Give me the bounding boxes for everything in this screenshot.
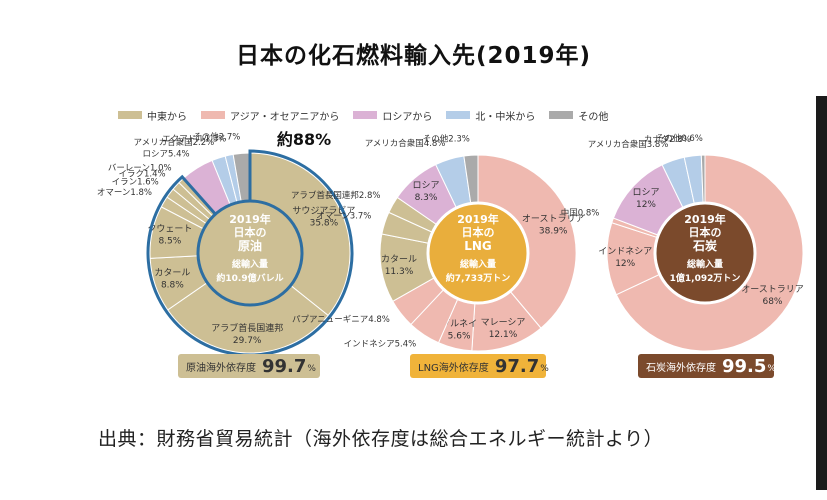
slice-label: イラク1.4% [118,169,165,179]
legend: 中東から アジア・オセアニアから ロシアから 北・中米から その他 [118,108,608,123]
slice-label: アラブ首長国連邦2.8% [291,190,381,201]
slice-label: その他2.7% [193,131,240,142]
slice-value: 12.1% [489,330,518,340]
legend-label: ロシアから [382,111,433,123]
dependency-unit: % [307,363,316,374]
center-text: 2019年 [684,212,726,226]
legend-label: 中東から [147,111,187,123]
slice-label: ロシア [632,188,659,198]
slice-label: クウェート [147,224,192,235]
center-text: 総輸入量 [687,258,723,270]
dependency-unit: % [767,363,776,374]
slice-label: ブルネイ [441,318,477,330]
dependency-badge: 原油海外依存度 99.7% [178,354,320,378]
legend-swatch [549,111,574,119]
dependency-badge: 石炭海外依存度 99.5% [638,354,776,378]
dependency-label: 石炭海外依存度 [646,362,716,374]
legend-swatch [118,111,142,119]
legend-label: アジア・オセアニアから [230,111,340,123]
slice-label: バーレーン1.0% [108,163,172,173]
chart-title: 日本の化石燃料輸入先(2019年) [235,43,592,69]
slice-label: サウジアラビア [292,206,355,217]
slice-label: オマーン1.8% [97,188,152,198]
slice-label: パプアニューギニア4.8% [292,315,390,325]
slice-label: ロシア [412,181,439,191]
legend-swatch [201,111,225,119]
legend-item: アジア・オセアニアから [201,108,339,123]
dependency-value: 97.7 [494,355,540,377]
slice-label: アメリカ合衆国2.2% [134,137,215,148]
slice-label: カナダ2.8% [644,134,691,145]
slice-label: ロシア5.4% [142,149,189,159]
slice-label: アラブ首長国連邦 [211,322,283,334]
center-text: 日本の [689,225,722,239]
slice-value: 8.5% [158,237,181,247]
center-text: LNG [464,239,492,253]
center-text: 2019年 [229,212,271,226]
center-text: 日本の [462,225,495,239]
center-text: 約7,733万トン [446,272,510,284]
slice-value: 8.3% [415,193,438,203]
center-text: 原油 [238,238,262,253]
slice-label: 中国0.8% [561,208,600,219]
dependency-unit: % [540,363,549,374]
center-text: 総輸入量 [460,258,496,270]
slice-label: アメリカ合衆国4.8% [365,138,446,149]
window-edge [816,96,827,490]
dependency-label: 原油海外依存度 [186,362,256,374]
pie-chart-2: オーストラリア 38.9% マレーシア 12.1% ブルネイ 5.6% インドネシア5.4%… [291,133,585,352]
center-disc [426,201,530,305]
slice-label: カタール [154,268,190,279]
slice-label: イラン1.6% [112,178,159,188]
center-text: 1億1,092万トン [670,272,741,284]
legend-label: その他 [578,111,609,123]
legend-swatch [353,111,378,119]
slice-value: 68% [762,297,782,307]
middle-east-outline [146,149,354,357]
center-text: 石炭 [692,238,717,253]
center-text: 総輸入量 [232,258,268,270]
slice-label: オーストラリア [741,284,804,295]
center-disc [653,201,757,305]
legend-swatch [446,111,471,119]
center-text: 2019年 [457,212,499,226]
slice-label: オマーン3.7% [316,212,371,222]
slice-label: エクアドル1.3% [162,135,226,145]
dependency-badge: LNG海外依存度 97.7% [410,354,549,378]
slice-value: 29.7% [233,336,262,346]
dependency-label: LNG海外依存度 [418,362,489,374]
slice-label: オーストラリア [522,214,585,225]
dependency-value: 99.5 [722,355,767,377]
pie-chart-1: サウジアラビア 35.8% アラブ首長国連邦 29.7% カタール 8.8% クウェート 8.… [97,130,355,357]
slice-label: その他2.3% [423,133,470,144]
center-text: 日本の [234,225,267,239]
legend-label: 北・中米から [475,111,536,123]
slice-value: 38.9% [539,227,568,237]
slice-label: アメリカ合衆国3.8% [588,139,669,150]
highlight-label: 約88% [277,130,331,149]
legend-item: 北・中米から [446,108,535,123]
slice-value: 11.3% [385,267,414,277]
slice-label: インドネシア5.4% [344,339,417,349]
legend-item: その他 [549,108,608,123]
dependency-value: 99.7 [262,355,307,377]
slice-label: インドネシア [598,246,652,257]
center-text: 約10.9億バレル [216,272,283,284]
slice-value: 8.8% [161,281,184,291]
slice-label: マレーシア [481,318,526,328]
slice-label: その他0.6% [656,133,703,144]
slice-value: 5.6% [448,332,471,342]
slice-value: 12% [636,200,656,210]
pie-chart-3: オーストラリア 68% インドネシア 12% 中国0.8% ロシア 12% アメリカ合衆国3.… [561,133,804,352]
slice-value: 12% [615,259,635,269]
legend-item: 中東から [118,108,187,123]
slice-label: カタール [381,254,417,265]
source-note: 出典：財務省貿易統計（海外依存度は総合エネルギー統計より） [98,428,664,450]
legend-item: ロシアから [353,108,432,123]
center-disc [196,199,304,307]
slice-value: 35.8% [310,219,339,229]
